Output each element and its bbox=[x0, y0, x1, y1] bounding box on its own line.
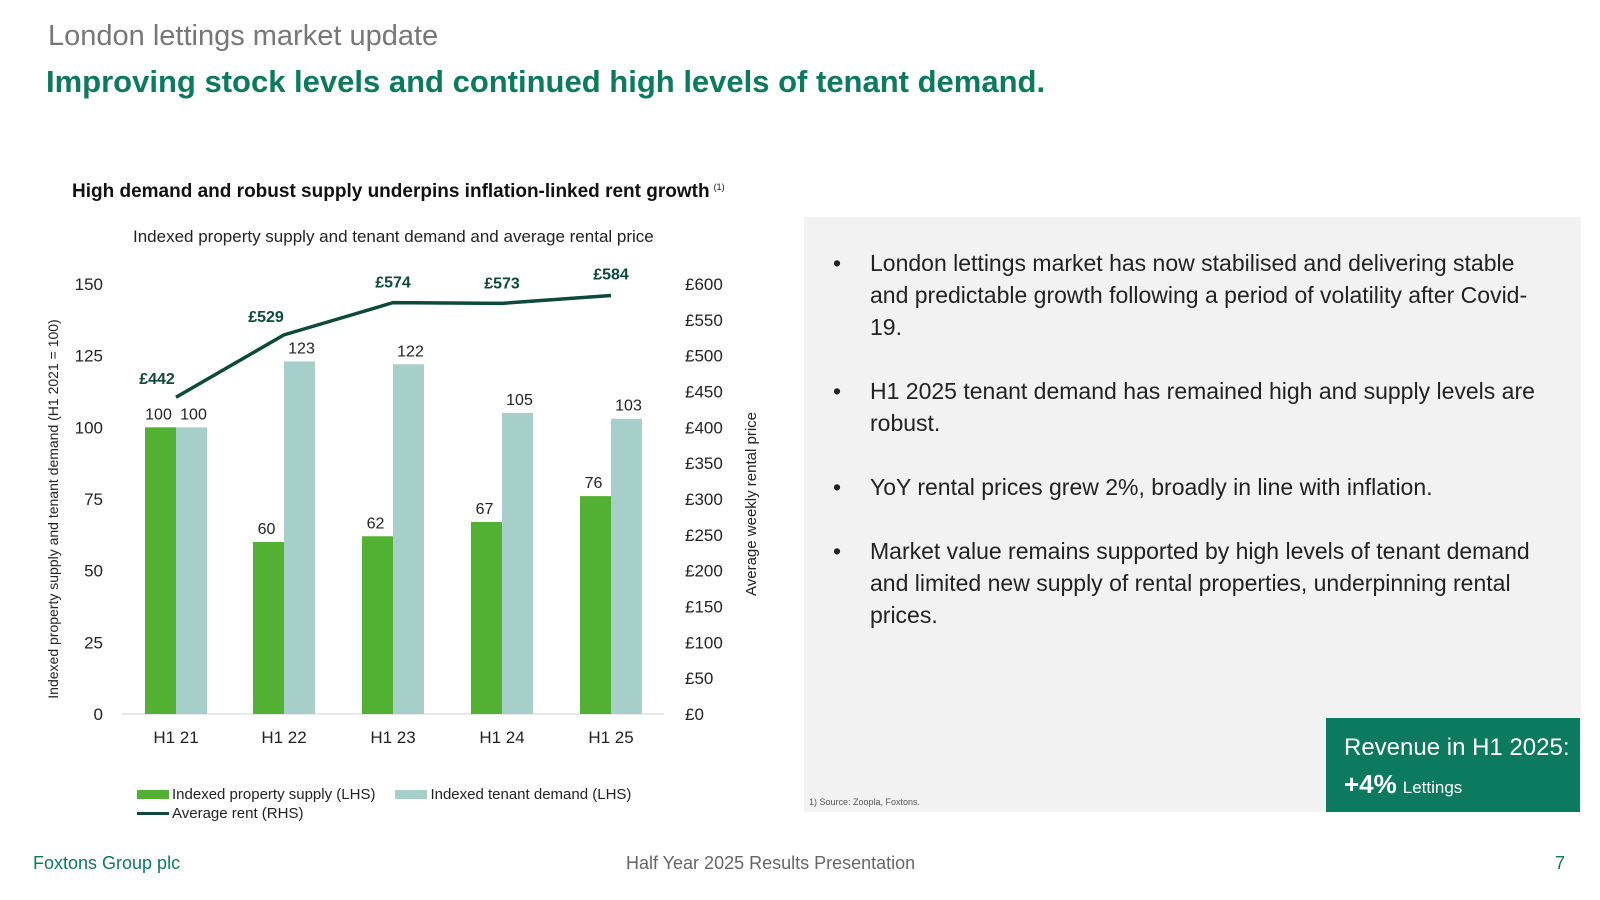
legend-label-rent: Average rent (RHS) bbox=[172, 805, 304, 822]
bar-supply bbox=[362, 536, 393, 714]
bar-supply bbox=[253, 542, 284, 714]
y-tick-right: £500 bbox=[685, 347, 723, 366]
legend-item-supply: Indexed property supply (LHS) bbox=[137, 786, 375, 803]
data-label-demand: 103 bbox=[615, 398, 642, 415]
source-note: 1) Source: Zoopla, Foxtons. bbox=[809, 797, 921, 807]
data-label-supply: 67 bbox=[476, 501, 494, 518]
y-tick-left: 150 bbox=[75, 275, 103, 294]
y-tick-right: £400 bbox=[685, 418, 723, 437]
bar-supply bbox=[145, 427, 176, 714]
bar-demand bbox=[176, 427, 207, 714]
legend-label-demand: Indexed tenant demand (LHS) bbox=[430, 786, 632, 803]
bullet-symbol: • bbox=[833, 250, 842, 276]
y-tick-right: £50 bbox=[685, 669, 713, 688]
x-tick-label: H1 22 bbox=[261, 728, 306, 747]
data-label-demand: 100 bbox=[180, 406, 207, 423]
data-label-supply: 60 bbox=[258, 521, 276, 538]
legend-swatch-rent bbox=[137, 812, 169, 815]
bullet-text: London lettings market has now stabilise… bbox=[870, 250, 1528, 340]
revenue-callout: Revenue in H1 2025: +4% Lettings bbox=[1326, 718, 1580, 812]
data-label-rent: £442 bbox=[139, 371, 175, 388]
y-tick-right: £300 bbox=[685, 490, 723, 509]
legend-label-supply: Indexed property supply (LHS) bbox=[172, 786, 376, 803]
footer-presentation-title: Half Year 2025 Results Presentation bbox=[626, 853, 916, 873]
bar-demand bbox=[611, 418, 642, 714]
legend-swatch-supply bbox=[137, 790, 169, 799]
chart-title: High demand and robust supply underpins … bbox=[72, 181, 725, 203]
chart-subtitle: Indexed property supply and tenant deman… bbox=[133, 227, 654, 246]
revenue-callout-value-row: +4% Lettings bbox=[1344, 769, 1462, 800]
bullet-symbol: • bbox=[833, 538, 842, 564]
y-tick-right: £150 bbox=[685, 598, 723, 617]
footer-company: Foxtons Group plc bbox=[33, 853, 181, 873]
chart-title-text: High demand and robust supply underpins … bbox=[72, 181, 710, 202]
y-tick-right: £550 bbox=[685, 311, 723, 330]
combo-chart: 0 25 50 75 100 125 150 £0 £50 £100 £150 £200 £250 £30… bbox=[45, 266, 760, 747]
legend-swatch-demand bbox=[395, 790, 428, 799]
data-label-supply: 100 bbox=[145, 406, 172, 423]
bullet-text: H1 2025 tenant demand has remained high … bbox=[870, 378, 1535, 436]
y-axis-title-right: Average weekly rental price bbox=[743, 412, 760, 596]
chart-legend: Indexed property supply (LHS) Indexed te… bbox=[137, 785, 651, 823]
bar-demand bbox=[393, 364, 424, 714]
bullet-text: Market value remains supported by high l… bbox=[870, 538, 1530, 628]
data-label-demand: 122 bbox=[397, 343, 424, 360]
slide-headline: Improving stock levels and continued hig… bbox=[46, 64, 1046, 99]
y-tick-left: 100 bbox=[75, 418, 103, 437]
data-label-rent: £574 bbox=[375, 275, 411, 292]
y-tick-left: 75 bbox=[84, 490, 103, 509]
y-tick-right: £200 bbox=[685, 562, 723, 581]
data-label-rent: £584 bbox=[593, 266, 629, 283]
bar-demand bbox=[502, 413, 533, 714]
y-tick-right: £600 bbox=[685, 275, 723, 294]
data-label-rent: £529 bbox=[248, 309, 284, 326]
bullet-symbol: • bbox=[833, 378, 842, 404]
data-label-supply: 62 bbox=[367, 515, 385, 532]
bullet-text: YoY rental prices grew 2%, broadly in li… bbox=[870, 474, 1433, 500]
legend-item-demand: Indexed tenant demand (LHS) bbox=[395, 786, 631, 803]
data-label-demand: 105 bbox=[506, 392, 533, 409]
bar-demand bbox=[284, 361, 315, 714]
list-item: • Market value remains supported by high … bbox=[828, 535, 1548, 631]
list-item: • London lettings market has now stabilis… bbox=[828, 247, 1548, 343]
chart-title-footnote: (1) bbox=[713, 181, 725, 192]
y-axis-title-left: Indexed property supply and tenant deman… bbox=[45, 319, 61, 698]
x-tick-label: H1 25 bbox=[588, 728, 633, 747]
slide-kicker: London lettings market update bbox=[48, 20, 439, 52]
bar-supply bbox=[471, 521, 502, 714]
x-tick-label: H1 21 bbox=[153, 728, 198, 747]
y-tick-left: 25 bbox=[84, 633, 103, 652]
y-tick-right: £100 bbox=[685, 633, 723, 652]
data-label-supply: 76 bbox=[585, 475, 603, 492]
revenue-segment: Lettings bbox=[1402, 778, 1463, 797]
list-item: • YoY rental prices grew 2%, broadly in l… bbox=[828, 471, 1548, 503]
footer-page-number: 7 bbox=[1555, 853, 1566, 873]
data-label-rent: £573 bbox=[484, 275, 520, 292]
y-tick-right: £250 bbox=[685, 526, 723, 545]
list-item: • H1 2025 tenant demand has remained high… bbox=[828, 375, 1548, 439]
y-tick-left: 125 bbox=[75, 347, 103, 366]
y-tick-right: £0 bbox=[685, 705, 704, 724]
rent-line bbox=[175, 293, 612, 399]
revenue-callout-label: Revenue in H1 2025: bbox=[1344, 734, 1570, 761]
revenue-growth-value: +4% bbox=[1344, 769, 1397, 799]
y-tick-left: 50 bbox=[84, 562, 103, 581]
bullet-symbol: • bbox=[833, 474, 842, 500]
y-tick-right: £450 bbox=[685, 383, 723, 402]
commentary-list: • London lettings market has now stabilis… bbox=[828, 247, 1548, 663]
bar-supply bbox=[580, 496, 611, 714]
data-label-demand: 123 bbox=[288, 340, 315, 357]
x-tick-label: H1 23 bbox=[370, 728, 415, 747]
y-tick-left: 0 bbox=[94, 705, 103, 724]
x-tick-label: H1 24 bbox=[479, 728, 524, 747]
y-tick-right: £350 bbox=[685, 454, 723, 473]
commentary-panel bbox=[804, 217, 1581, 812]
legend-item-rent: Average rent (RHS) bbox=[137, 805, 303, 822]
